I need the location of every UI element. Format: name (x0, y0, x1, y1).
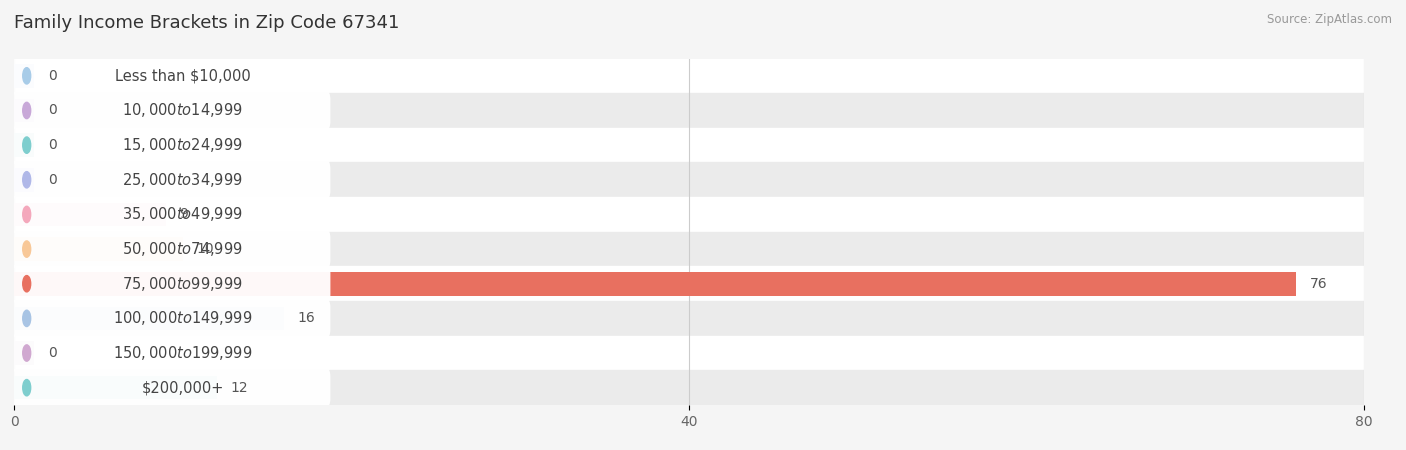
Bar (0, 336, 1406, 370)
Circle shape (22, 137, 31, 153)
Bar (0, 266, 1406, 301)
Circle shape (22, 379, 31, 396)
Bar (14, 202, 166, 226)
Text: $15,000 to $24,999: $15,000 to $24,999 (122, 136, 243, 154)
Circle shape (22, 345, 31, 361)
Circle shape (22, 206, 31, 223)
FancyBboxPatch shape (13, 230, 330, 269)
Text: Less than $10,000: Less than $10,000 (115, 68, 250, 83)
Text: 0: 0 (48, 104, 56, 117)
Bar (14, 272, 1296, 296)
FancyBboxPatch shape (13, 195, 330, 234)
Bar (14, 376, 217, 400)
FancyBboxPatch shape (13, 264, 330, 303)
Text: 0: 0 (48, 69, 56, 83)
Text: 0: 0 (48, 346, 56, 360)
FancyBboxPatch shape (13, 368, 330, 407)
Text: $35,000 to $49,999: $35,000 to $49,999 (122, 205, 243, 224)
Bar (0, 93, 1406, 128)
Circle shape (22, 171, 31, 188)
Bar (0, 128, 1406, 162)
Text: $100,000 to $149,999: $100,000 to $149,999 (112, 310, 252, 328)
Text: $75,000 to $99,999: $75,000 to $99,999 (122, 274, 243, 293)
Circle shape (22, 241, 31, 257)
FancyBboxPatch shape (13, 56, 330, 95)
FancyBboxPatch shape (13, 160, 330, 199)
Text: $10,000 to $14,999: $10,000 to $14,999 (122, 102, 243, 120)
Text: 9: 9 (180, 207, 188, 221)
Text: 12: 12 (231, 381, 247, 395)
Bar (0, 58, 1406, 93)
Text: $25,000 to $34,999: $25,000 to $34,999 (122, 171, 243, 189)
FancyBboxPatch shape (13, 91, 330, 130)
Text: $200,000+: $200,000+ (142, 380, 224, 395)
Text: 0: 0 (48, 138, 56, 152)
Circle shape (22, 68, 31, 84)
Bar (14, 237, 183, 261)
Text: Family Income Brackets in Zip Code 67341: Family Income Brackets in Zip Code 67341 (14, 14, 399, 32)
Circle shape (22, 275, 31, 292)
Text: 10: 10 (197, 242, 214, 256)
Text: 16: 16 (298, 311, 315, 325)
Text: $150,000 to $199,999: $150,000 to $199,999 (112, 344, 252, 362)
Text: 0: 0 (48, 173, 56, 187)
Bar (14, 133, 34, 157)
Bar (14, 99, 34, 122)
Bar (0, 232, 1406, 266)
FancyBboxPatch shape (13, 333, 330, 373)
Bar (14, 341, 34, 365)
Circle shape (22, 310, 31, 327)
Bar (0, 162, 1406, 197)
Bar (14, 64, 34, 88)
Bar (0, 370, 1406, 405)
FancyBboxPatch shape (13, 299, 330, 338)
Text: 76: 76 (1310, 277, 1327, 291)
Text: Source: ZipAtlas.com: Source: ZipAtlas.com (1267, 14, 1392, 27)
FancyBboxPatch shape (13, 126, 330, 165)
Bar (14, 306, 284, 330)
Bar (0, 197, 1406, 232)
Bar (14, 168, 34, 192)
Circle shape (22, 102, 31, 119)
Text: $50,000 to $74,999: $50,000 to $74,999 (122, 240, 243, 258)
Bar (0, 301, 1406, 336)
